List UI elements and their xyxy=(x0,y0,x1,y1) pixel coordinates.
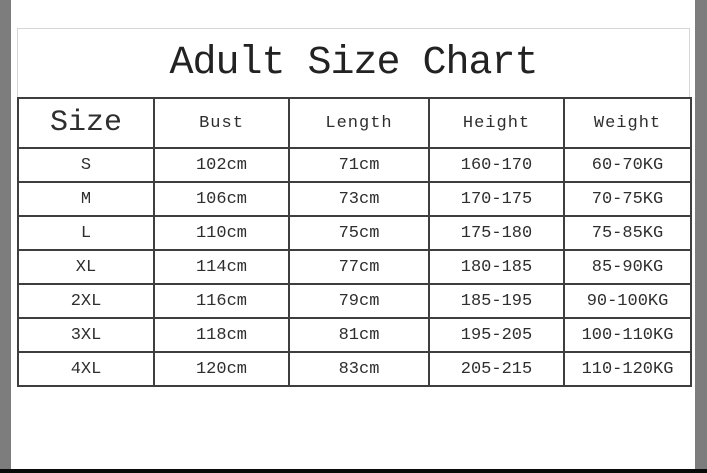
size-table: Size Bust Length Height Weight S 102cm 71c… xyxy=(17,97,692,387)
table-cell: 90-100KG xyxy=(563,283,692,319)
table-cell: 83cm xyxy=(288,351,430,387)
bottom-letterbox-bar xyxy=(0,469,707,473)
table-cell: 85-90KG xyxy=(563,249,692,285)
table-cell: 60-70KG xyxy=(563,147,692,183)
table-body: S 102cm 71cm 160-170 60-70KG M 106cm 73cm 170-17… xyxy=(17,147,692,387)
table-cell: 75cm xyxy=(288,215,430,251)
table-cell: 175-180 xyxy=(428,215,565,251)
table-cell: 170-175 xyxy=(428,181,565,217)
table-cell: 100-110KG xyxy=(563,317,692,353)
table-row: M 106cm 73cm 170-175 70-75KG xyxy=(17,181,692,217)
size-chart-card: Adult Size Chart Size Bust Length Height… xyxy=(17,28,692,387)
right-edge-strip xyxy=(695,0,707,473)
table-cell: 106cm xyxy=(153,181,290,217)
table-cell: 160-170 xyxy=(428,147,565,183)
col-header-bust: Bust xyxy=(153,97,290,149)
table-cell: 73cm xyxy=(288,181,430,217)
table-cell: 195-205 xyxy=(428,317,565,353)
left-edge-strip xyxy=(0,0,11,473)
table-row: 4XL 120cm 83cm 205-215 110-120KG xyxy=(17,351,692,387)
table-cell: 110cm xyxy=(153,215,290,251)
table-cell: 118cm xyxy=(153,317,290,353)
col-header-weight: Weight xyxy=(563,97,692,149)
table-cell: 79cm xyxy=(288,283,430,319)
col-header-length: Length xyxy=(288,97,430,149)
table-cell: 3XL xyxy=(17,317,155,353)
table-cell: 70-75KG xyxy=(563,181,692,217)
col-header-height: Height xyxy=(428,97,565,149)
table-cell: 77cm xyxy=(288,249,430,285)
table-row: 3XL 118cm 81cm 195-205 100-110KG xyxy=(17,317,692,353)
table-cell: 180-185 xyxy=(428,249,565,285)
table-row: XL 114cm 77cm 180-185 85-90KG xyxy=(17,249,692,285)
table-cell: XL xyxy=(17,249,155,285)
table-cell: 102cm xyxy=(153,147,290,183)
table-cell: 205-215 xyxy=(428,351,565,387)
table-row: L 110cm 75cm 175-180 75-85KG xyxy=(17,215,692,251)
table-cell: L xyxy=(17,215,155,251)
col-header-size: Size xyxy=(17,97,155,149)
table-cell: 2XL xyxy=(17,283,155,319)
table-cell: 71cm xyxy=(288,147,430,183)
table-row: 2XL 116cm 79cm 185-195 90-100KG xyxy=(17,283,692,319)
table-cell: 110-120KG xyxy=(563,351,692,387)
chart-title: Adult Size Chart xyxy=(17,28,690,97)
table-cell: S xyxy=(17,147,155,183)
header-row: Size Bust Length Height Weight xyxy=(17,97,692,149)
table-cell: M xyxy=(17,181,155,217)
table-cell: 116cm xyxy=(153,283,290,319)
table-cell: 185-195 xyxy=(428,283,565,319)
table-cell: 4XL xyxy=(17,351,155,387)
table-cell: 120cm xyxy=(153,351,290,387)
table-cell: 114cm xyxy=(153,249,290,285)
table-row: S 102cm 71cm 160-170 60-70KG xyxy=(17,147,692,183)
table-cell: 75-85KG xyxy=(563,215,692,251)
table-cell: 81cm xyxy=(288,317,430,353)
